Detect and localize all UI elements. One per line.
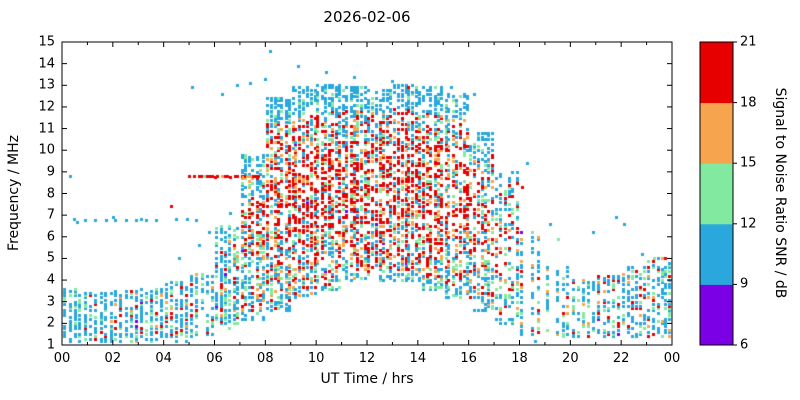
y-tick-label: 2 — [46, 315, 55, 331]
colorbar-tick-label: 21 — [740, 34, 757, 50]
y-tick-label: 15 — [38, 34, 55, 50]
colorbar-segment-purple — [700, 284, 733, 346]
colorbar-label: Signal to Noise Ratio SNR / dB — [772, 87, 788, 299]
colorbar-tick-label: 12 — [740, 216, 757, 232]
y-tick-label: 14 — [38, 56, 55, 72]
x-tick-label: 20 — [562, 351, 579, 366]
y-tick-label: 6 — [46, 229, 55, 245]
y-tick-label: 7 — [46, 207, 55, 223]
colorbar-segment-orange — [700, 102, 733, 164]
y-tick-label: 12 — [38, 99, 55, 115]
colorbar-tick-label: 15 — [740, 155, 757, 171]
chart-title: 2026-02-06 — [323, 8, 411, 26]
x-tick-label: 18 — [511, 351, 528, 366]
colorbar-tick-label: 18 — [740, 95, 757, 111]
y-tick-label: 13 — [38, 77, 55, 93]
x-tick-label: 04 — [155, 351, 172, 366]
x-tick-label: 16 — [460, 351, 477, 366]
x-tick-label: 00 — [663, 351, 681, 366]
colorbar-segment-red — [700, 42, 733, 104]
x-tick-label: 02 — [104, 351, 122, 366]
y-tick-label: 1 — [46, 337, 55, 353]
colorbar-segment-green — [700, 163, 733, 225]
y-tick-label: 4 — [46, 272, 55, 288]
colorbar-frame — [699, 41, 734, 346]
x-tick-label: 08 — [257, 351, 274, 366]
x-tick-label: 14 — [409, 351, 427, 366]
y-tick-label: 8 — [46, 186, 55, 201]
y-tick-label: 9 — [46, 164, 55, 180]
x-tick-label: 00 — [53, 351, 71, 366]
colorbar-tick-label: 6 — [740, 337, 749, 353]
y-tick-label: 3 — [46, 294, 55, 310]
plot-frame — [61, 41, 673, 346]
x-tick-label: 10 — [307, 351, 325, 366]
x-axis-label: UT Time / hrs — [320, 371, 414, 387]
x-tick-label: 12 — [358, 351, 376, 366]
colorbar-segment-blue — [700, 223, 733, 285]
y-tick-label: 11 — [38, 121, 55, 137]
y-tick-label: 5 — [46, 250, 55, 266]
x-tick-label: 06 — [206, 351, 223, 366]
colorbar-tick-label: 9 — [740, 276, 749, 292]
x-tick-label: 22 — [612, 351, 630, 366]
y-tick-label: 10 — [38, 142, 55, 158]
